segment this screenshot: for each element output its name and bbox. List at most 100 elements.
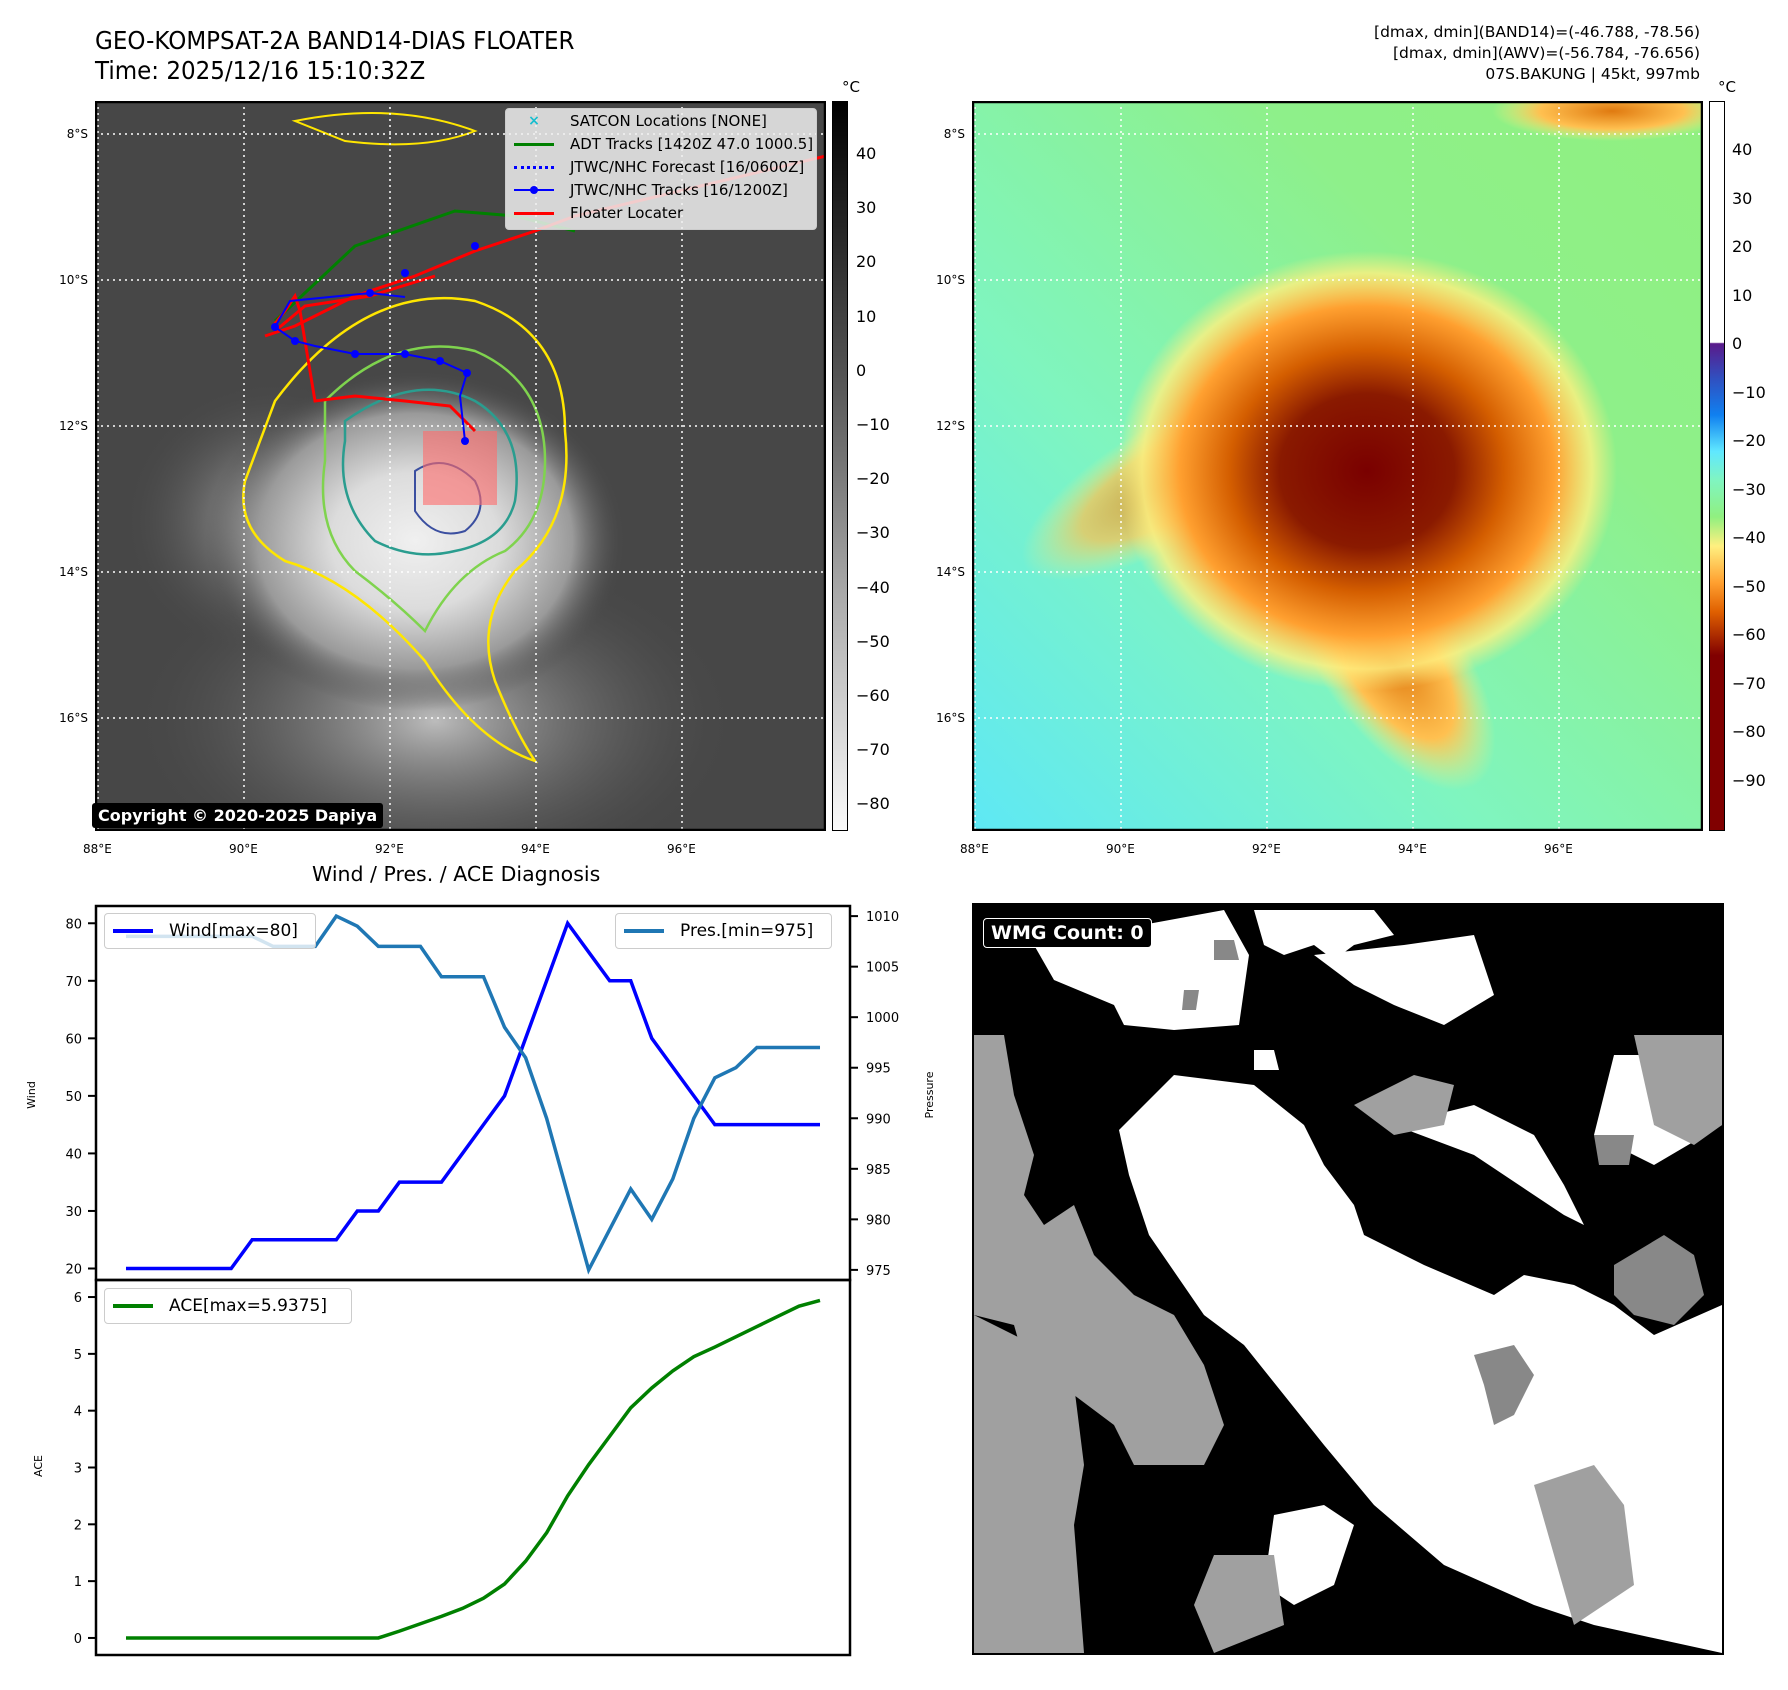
map-legend: × SATCON Locations [NONE] ADT Tracks [14…	[505, 108, 817, 230]
wind-line-icon	[113, 924, 153, 938]
y2-axis-label: Pressure	[923, 1071, 936, 1118]
dot-line-icon	[514, 183, 554, 197]
lon-tick: 92°E	[375, 842, 404, 856]
lat-tick: 14°S	[936, 565, 965, 579]
wind-legend: Wind[max=80]	[104, 913, 316, 949]
lon-tick: 92°E	[1252, 842, 1281, 856]
colorbar-tick: 40	[856, 144, 877, 163]
north-band	[1492, 101, 1703, 141]
y-tick-label: 2	[74, 1518, 82, 1533]
y2-tick-label: 975	[866, 1264, 891, 1279]
y2-tick-label: 1000	[866, 1011, 899, 1026]
lat-tick: 12°S	[936, 419, 965, 433]
colorbar-tick: 20	[856, 252, 877, 272]
lat-tick: 10°S	[59, 273, 88, 287]
lon-tick: 96°E	[667, 842, 696, 856]
pressure-line-icon	[624, 924, 664, 938]
y-tick-label: 40	[65, 1147, 82, 1162]
plot-frame	[94, 904, 852, 1282]
y-axis-label: ACE	[32, 1455, 45, 1477]
colorbar-tick: −30	[856, 523, 890, 543]
ace-chart: 0 1 2 3 4 5 6 ACE	[32, 1278, 852, 1657]
lon-tick: 94°E	[1398, 842, 1427, 856]
y-tick-label: 1	[74, 1575, 82, 1590]
lat-tick: 14°S	[59, 565, 88, 579]
wmg-panel	[972, 903, 1724, 1655]
contour-yellow	[242, 296, 568, 764]
jtwc-track	[274, 291, 406, 328]
lon-tick: 94°E	[521, 842, 550, 856]
y-tick-label: 30	[65, 1205, 82, 1220]
floater-locater-track-3	[271, 292, 477, 433]
awv-map-panel	[972, 101, 1703, 831]
colorbar-tick: −50	[856, 631, 890, 651]
wmg-map	[974, 910, 1722, 1653]
colorbar-tick: 30	[856, 198, 877, 218]
y-tick-label: 0	[74, 1632, 82, 1647]
wmg-count-badge: WMG Count: 0	[983, 918, 1152, 948]
floater-box	[423, 431, 497, 505]
y2-tick-label: 990	[866, 1112, 891, 1127]
legend-adt: ADT Tracks [1420Z 47.0 1000.5]	[506, 132, 816, 155]
colorbar-tick: −10	[1732, 382, 1766, 402]
figure-title: GEO-KOMPSAT-2A BAND14-DIAS FLOATER Time:…	[95, 26, 575, 86]
y2-tick-label: 985	[866, 1163, 891, 1178]
colorbar-tick: −40	[1732, 528, 1766, 547]
lat-tick: 8°S	[66, 127, 88, 141]
info-storm: 07S.BAKUNG | 45kt, 997mb	[1485, 65, 1700, 83]
y-tick-label: 4	[74, 1405, 82, 1420]
y2-tick-label: 980	[866, 1213, 891, 1228]
info-awv-range: [dmax, dmin](AWV)=(-56.784, -76.656)	[1393, 44, 1700, 62]
y-axis-label: Wind	[25, 1081, 38, 1109]
colorbar-tick: −90	[1732, 770, 1766, 790]
ace-line	[126, 1298, 821, 1640]
y2-tick-label: 1005	[866, 961, 899, 976]
lon-tick: 88°E	[83, 842, 112, 856]
contour-teal	[341, 388, 518, 556]
colorbar-tick: −70	[856, 740, 890, 760]
colorbar-tick: 10	[856, 306, 877, 326]
lat-tick: 8°S	[943, 127, 965, 141]
ir-map-panel: × SATCON Locations [NONE] ADT Tracks [14…	[95, 101, 826, 831]
jtwc-track-points	[271, 242, 479, 445]
storm-info: [dmax, dmin](BAND14)=(-46.788, -78.56) […	[1374, 22, 1700, 85]
right-colorbar-unit: °C	[1718, 78, 1736, 96]
contour-light-green	[321, 345, 547, 634]
colorbar-tick: 40	[1732, 140, 1753, 159]
lat-tick: 10°S	[936, 273, 965, 287]
pressure-legend: Pres.[min=975]	[615, 913, 832, 949]
colorbar-tick: −70	[1732, 673, 1766, 693]
wind-pressure-chart: 20 30 40 50 60 70 80 975 980 985 990 995 1000 1005 101…	[25, 904, 936, 1282]
dotted-line-icon	[514, 160, 554, 174]
title-line-2: Time: 2025/12/16 15:10:32Z	[95, 56, 426, 85]
y-tick-label: 50	[65, 1090, 82, 1105]
legend-jtwc-tracks: JTWC/NHC Tracks [16/1200Z]	[506, 178, 816, 201]
lat-tick: 16°S	[59, 711, 88, 725]
colorbar-tick: −60	[1732, 625, 1766, 644]
pressure-line	[126, 913, 820, 1275]
storm-cloud	[205, 371, 625, 711]
left-colorbar	[832, 101, 848, 831]
colorbar-tick: −40	[856, 577, 890, 597]
title-line-1: GEO-KOMPSAT-2A BAND14-DIAS FLOATER	[95, 26, 575, 55]
colorbar-tick: −30	[1732, 479, 1766, 499]
wmg-gray-regions	[974, 1035, 1722, 1653]
wind-line	[126, 919, 820, 1271]
legend-satcon: × SATCON Locations [NONE]	[506, 109, 816, 132]
y-tick-label: 6	[74, 1291, 82, 1306]
colorbar-tick: 30	[1732, 188, 1753, 208]
awv-map	[972, 101, 1703, 831]
copyright-badge: Copyright © 2020-2025 Dapiya	[92, 803, 384, 828]
lon-tick: 90°E	[229, 842, 258, 856]
y-tick-label: 80	[65, 917, 82, 932]
y-tick-label: 5	[74, 1348, 82, 1363]
x-marker-icon: ×	[528, 112, 540, 129]
lon-tick: 96°E	[1544, 842, 1573, 856]
colorbar-tick: −80	[856, 794, 890, 814]
map-gridlines	[972, 101, 1703, 831]
colorbar-tick: 20	[1732, 237, 1753, 256]
storm-core	[1117, 251, 1617, 691]
colorbar-tick: −20	[1732, 431, 1766, 450]
colorbar-tick: −50	[1732, 576, 1766, 596]
lat-tick: 16°S	[936, 711, 965, 725]
